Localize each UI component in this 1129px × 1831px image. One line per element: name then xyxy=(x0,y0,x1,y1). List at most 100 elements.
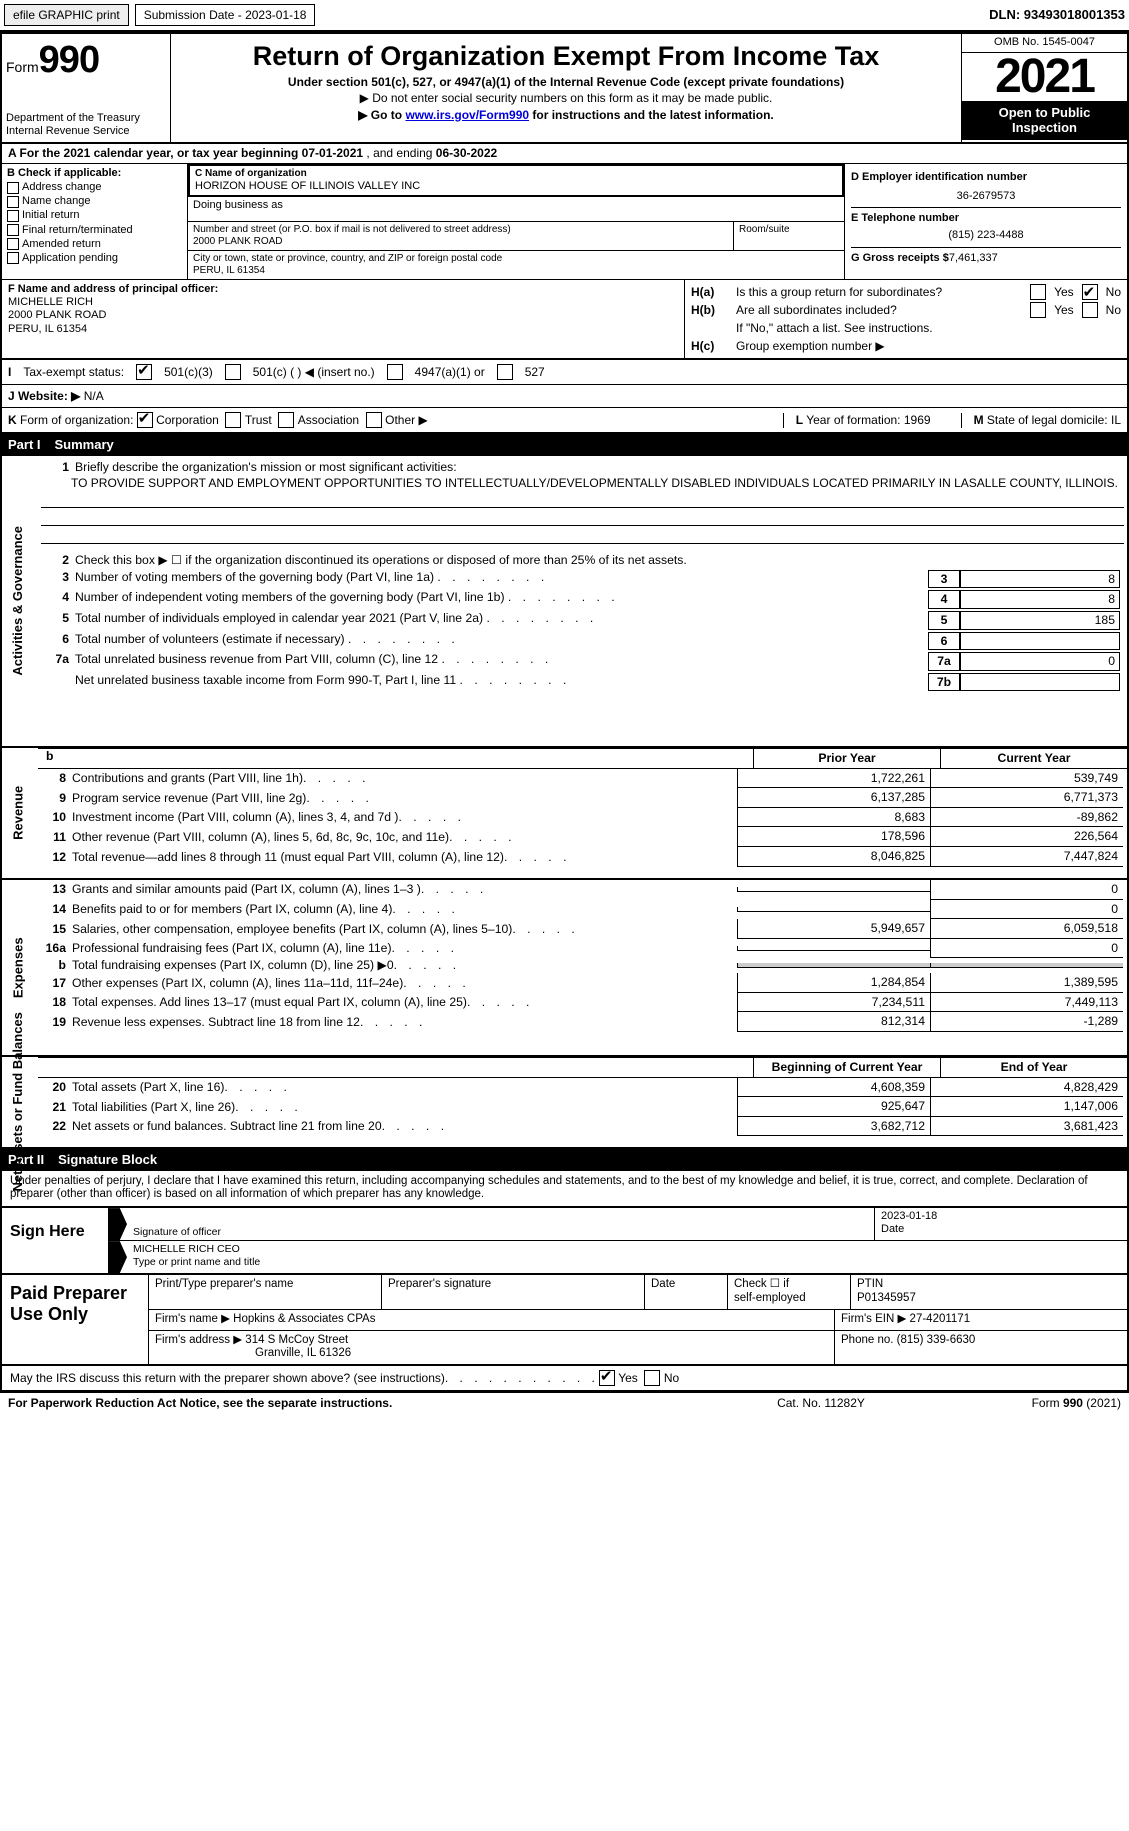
row-b-prior xyxy=(737,963,930,968)
row-22-current: 3,681,423 xyxy=(930,1117,1123,1137)
form-title: Return of Organization Exempt From Incom… xyxy=(177,40,955,72)
dln: DLN: 93493018001353 xyxy=(989,7,1125,23)
side-revenue: Revenue xyxy=(10,786,26,840)
arrow-icon xyxy=(109,1241,127,1273)
signature-section: Under penalties of perjury, I declare th… xyxy=(0,1171,1129,1393)
line-5-value: 185 xyxy=(960,611,1120,630)
other-checkbox[interactable] xyxy=(366,412,382,428)
col-d-e-g: D Employer identification number36-26795… xyxy=(845,164,1127,279)
org-name: HORIZON HOUSE OF ILLINOIS VALLEY INC xyxy=(195,180,837,193)
row-11-current: 226,564 xyxy=(930,827,1123,847)
footer: For Paperwork Reduction Act Notice, see … xyxy=(0,1392,1129,1413)
irs-label: Internal Revenue Service xyxy=(6,125,166,138)
row-16a-prior xyxy=(737,946,930,951)
4947-checkbox[interactable] xyxy=(387,364,403,380)
row-17-current: 1,389,595 xyxy=(930,973,1123,993)
ha-yes-checkbox[interactable] xyxy=(1030,284,1046,300)
line-6-value xyxy=(960,632,1120,651)
row-21-current: 1,147,006 xyxy=(930,1097,1123,1117)
street: 2000 PLANK ROAD xyxy=(193,236,728,248)
part2-header: Part IISignature Block xyxy=(0,1149,1129,1171)
check-final-return-terminated[interactable] xyxy=(7,224,19,236)
row-13-current: 0 xyxy=(930,880,1123,900)
527-checkbox[interactable] xyxy=(497,364,513,380)
row-9-current: 6,771,373 xyxy=(930,788,1123,808)
hb-no-checkbox[interactable] xyxy=(1082,302,1098,318)
side-netassets: Net Assets or Fund Balances xyxy=(10,1012,26,1191)
section-f-h: F Name and address of principal officer:… xyxy=(0,279,1129,360)
line-7b-value xyxy=(960,673,1120,692)
check-label: Name change xyxy=(22,195,91,208)
efile-button[interactable]: efile GRAPHIC print xyxy=(4,4,129,26)
sign-date: 2023-01-18 xyxy=(881,1210,1121,1223)
line-7a-value: 0 xyxy=(960,652,1120,671)
year-formed: 1969 xyxy=(904,413,931,427)
part1-header: Part ISummary xyxy=(0,434,1129,456)
city-state-zip: PERU, IL 61354 xyxy=(193,265,839,277)
firm-phone: (815) 339-6630 xyxy=(897,1334,976,1346)
row-11-prior: 178,596 xyxy=(737,827,930,847)
check-label: Amended return xyxy=(22,238,101,251)
check-name-change[interactable] xyxy=(7,196,19,208)
row-21-prior: 925,647 xyxy=(737,1097,930,1117)
row-14-current: 0 xyxy=(930,900,1123,920)
row-j: J Website: ▶ N/A xyxy=(0,385,1129,408)
firm-addr: 314 S McCoy Street xyxy=(245,1334,348,1346)
row-15-current: 6,059,518 xyxy=(930,919,1123,939)
side-expenses: Expenses xyxy=(10,937,26,998)
top-toolbar: efile GRAPHIC print Submission Date - 20… xyxy=(0,0,1129,32)
row-22-prior: 3,682,712 xyxy=(737,1117,930,1137)
row-8-prior: 1,722,261 xyxy=(737,769,930,789)
irs-link[interactable]: www.irs.gov/Form990 xyxy=(405,108,529,122)
501c3-checkbox[interactable] xyxy=(136,364,152,380)
sign-here-label: Sign Here xyxy=(2,1208,108,1273)
row-a: A For the 2021 calendar year, or tax yea… xyxy=(0,142,1129,163)
form-header: Form990 Department of the Treasury Inter… xyxy=(0,32,1129,142)
row-13-prior xyxy=(737,887,930,892)
501c-checkbox[interactable] xyxy=(225,364,241,380)
row-20-current: 4,828,429 xyxy=(930,1078,1123,1098)
row-9-prior: 6,137,285 xyxy=(737,788,930,808)
mission-text: TO PROVIDE SUPPORT AND EMPLOYMENT OPPORT… xyxy=(41,476,1124,490)
line-4-value: 8 xyxy=(960,590,1120,609)
hb-yes-checkbox[interactable] xyxy=(1030,302,1046,318)
section-b-to-g: B Check if applicable: Address changeNam… xyxy=(0,164,1129,279)
form-number: 990 xyxy=(39,39,99,81)
row-10-current: -89,862 xyxy=(930,808,1123,828)
tax-year: 2021 xyxy=(962,53,1127,101)
row-14-prior xyxy=(737,907,930,912)
officer-name: MICHELLE RICH xyxy=(8,296,678,309)
check-initial-return[interactable] xyxy=(7,210,19,222)
row-18-current: 7,449,113 xyxy=(930,993,1123,1013)
subtitle-2: ▶ Do not enter social security numbers o… xyxy=(177,91,955,105)
firm-ein: 27-4201171 xyxy=(910,1313,971,1325)
check-address-change[interactable] xyxy=(7,182,19,194)
discuss-yes-checkbox[interactable] xyxy=(599,1370,615,1386)
form-word: Form xyxy=(6,59,39,75)
assoc-checkbox[interactable] xyxy=(278,412,294,428)
row-10-prior: 8,683 xyxy=(737,808,930,828)
arrow-icon xyxy=(109,1208,127,1240)
ha-no-checkbox[interactable] xyxy=(1082,284,1098,300)
row-i: ITax-exempt status: 501(c)(3) 501(c) ( )… xyxy=(0,360,1129,385)
state-domicile: IL xyxy=(1111,413,1121,427)
col-c: C Name of organizationHORIZON HOUSE OF I… xyxy=(188,164,845,279)
check-amended-return[interactable] xyxy=(7,238,19,250)
submission-date: Submission Date - 2023-01-18 xyxy=(135,4,316,26)
row-8-current: 539,749 xyxy=(930,769,1123,789)
row-16a-current: 0 xyxy=(930,939,1123,959)
trust-checkbox[interactable] xyxy=(225,412,241,428)
dots: . . . . . . . . . . . xyxy=(445,1371,599,1385)
firm-name: Hopkins & Associates CPAs xyxy=(233,1313,375,1325)
row-15-prior: 5,949,657 xyxy=(737,919,930,939)
public-inspection: Open to Public Inspection xyxy=(962,101,1127,140)
officer-sign-name: MICHELLE RICH CEO xyxy=(133,1243,1121,1256)
phone: (815) 223-4488 xyxy=(851,229,1121,242)
corp-checkbox[interactable] xyxy=(137,412,153,428)
row-b-current xyxy=(930,963,1123,968)
check-application-pending[interactable] xyxy=(7,252,19,264)
row-12-prior: 8,046,825 xyxy=(737,847,930,867)
row-19-prior: 812,314 xyxy=(737,1012,930,1032)
discuss-no-checkbox[interactable] xyxy=(644,1370,660,1386)
ptin: P01345957 xyxy=(857,1292,916,1304)
